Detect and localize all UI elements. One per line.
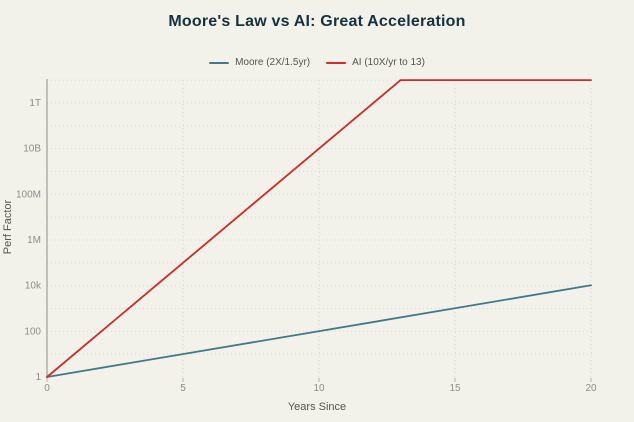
x-tick-label: 15 [449,383,461,394]
legend-item-ai: AI (10X/yr to 13) [326,57,425,68]
moore-line-swatch [209,61,230,64]
y-tick-label: 1T [29,98,41,109]
legend-label-moore: Moore (2X/1.5yr) [235,57,311,68]
chart-title: Moore's Law vs AI: Great Acceleration [168,13,466,30]
y-tick-label: 100 [24,326,41,337]
x-tick-label: 5 [180,383,186,394]
series-line-0 [46,284,592,378]
y-tick-label: 100M [16,189,41,200]
ai-line-swatch [326,61,347,64]
x-tick-label: 20 [585,383,597,394]
y-axis-label: Perf Factor [2,199,14,255]
legend-item-moore: Moore (2X/1.5yr) [209,57,310,68]
x-tick-label: 0 [44,383,50,394]
legend: Moore (2X/1.5yr) AI (10X/yr to 13) [0,57,634,68]
y-tick-label: 10k [25,281,42,292]
series-line-1 [46,79,592,378]
y-tick-label: 1 [35,372,41,383]
y-tick-label: 1M [27,235,41,246]
y-tick-label: 10B [23,144,41,155]
legend-label-ai: AI (10X/yr to 13) [352,57,425,68]
x-axis-label: Years Since [287,401,347,413]
x-tick-label: 10 [313,383,325,394]
